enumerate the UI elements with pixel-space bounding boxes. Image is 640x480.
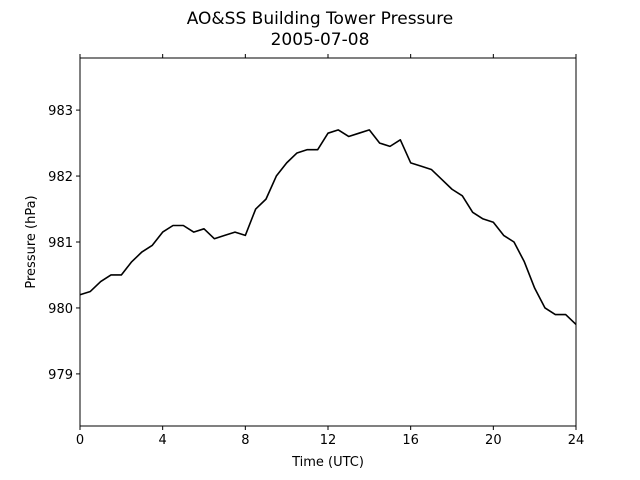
x-tick-label: 24	[568, 433, 585, 448]
x-tick-label: 20	[485, 433, 502, 448]
y-tick-label: 981	[48, 236, 73, 251]
data-line	[79, 129, 577, 326]
x-tick-label: 12	[320, 433, 337, 448]
chart-title: AO&SS Building Tower Pressure	[187, 9, 454, 29]
x-tick-label: 4	[159, 433, 167, 448]
y-tick-label: 983	[48, 104, 73, 119]
x-tick-label: 0	[76, 433, 84, 448]
x-tick-label: 16	[402, 433, 419, 448]
y-tick-label: 982	[48, 170, 73, 185]
x-tick-label: 8	[241, 433, 249, 448]
x-axis-label: Time (UTC)	[291, 455, 364, 470]
chart-subtitle: 2005-07-08	[271, 30, 370, 50]
y-axis-label: Pressure (hPa)	[24, 195, 39, 288]
y-tick-label: 980	[48, 302, 73, 317]
y-tick-label: 979	[48, 368, 73, 383]
